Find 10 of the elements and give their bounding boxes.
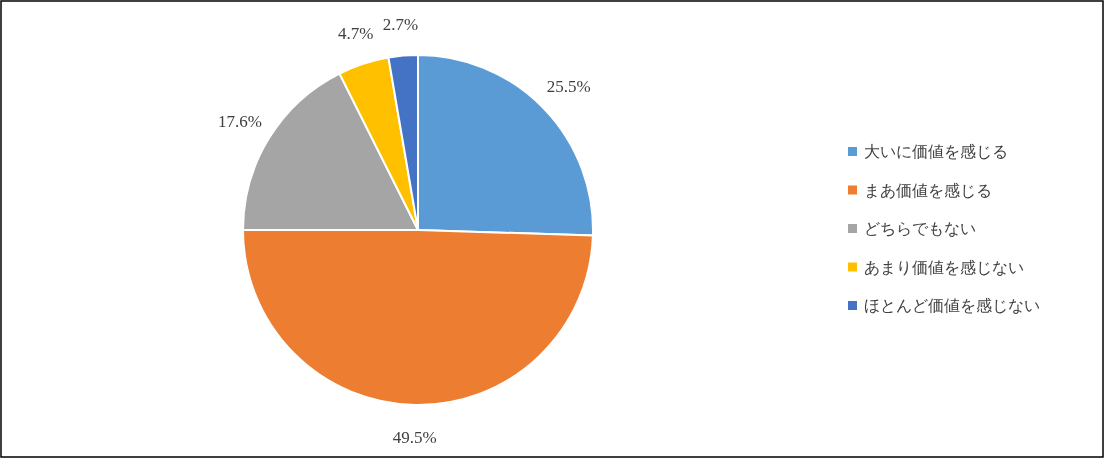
legend-label: ほとんど価値を感じない [864,297,1040,314]
data-label: 4.7% [337,24,374,44]
legend-label: まあ価値を感じる [864,181,992,199]
data-label: 25.5% [546,76,591,96]
data-label: 17.6% [217,112,262,132]
legend-label: どちらでもない [864,220,976,237]
legend-label: あまり価値を感じない [864,258,1024,276]
data-label: 2.7% [382,14,419,34]
data-label: 49.5% [392,427,437,447]
legend-label: 大いに価値を感じる [864,143,1008,160]
